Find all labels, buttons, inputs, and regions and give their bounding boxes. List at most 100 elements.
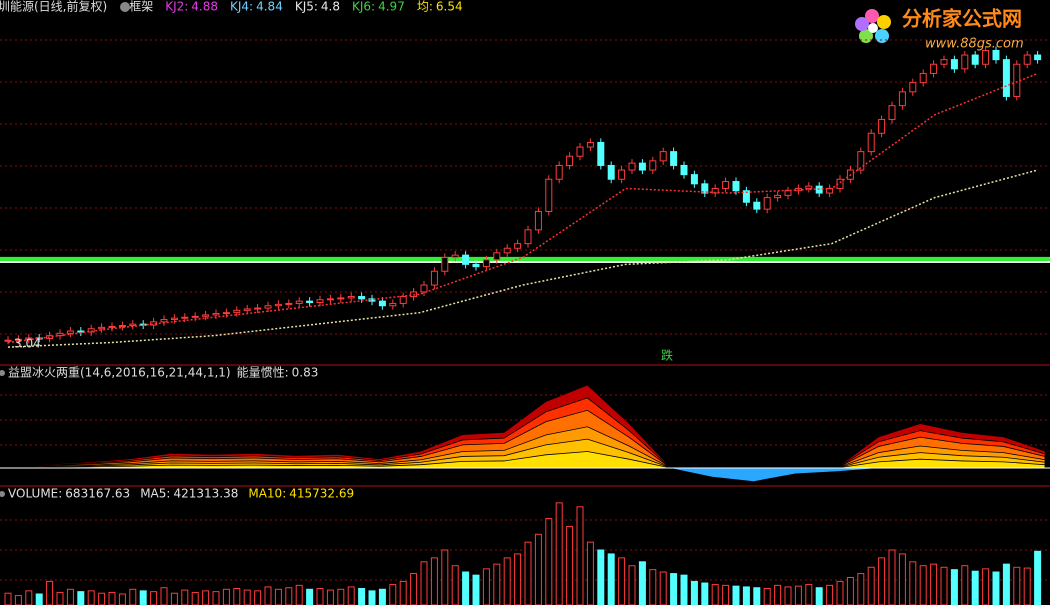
candle — [753, 201, 761, 210]
candle — [14, 338, 22, 341]
candle — [337, 297, 345, 300]
volume-bar — [285, 587, 293, 605]
volume-bar — [337, 588, 345, 605]
candle — [898, 91, 906, 107]
volume-bar — [87, 590, 95, 605]
candle — [940, 59, 948, 65]
volume-bar — [150, 591, 158, 605]
energy-area — [4, 409, 1046, 469]
indicator-icon — [0, 491, 5, 497]
candle — [950, 59, 958, 70]
candle — [878, 118, 886, 134]
logo-title: 分析家公式网 — [902, 7, 1022, 31]
volume-bar — [1034, 550, 1042, 605]
volume-bar — [618, 557, 626, 605]
item-value: 4.8 — [321, 0, 340, 14]
candle — [389, 302, 397, 307]
candle — [181, 316, 189, 319]
candle — [888, 105, 896, 120]
candle — [982, 49, 990, 65]
volume-bar — [815, 587, 823, 605]
candle — [566, 155, 574, 166]
candle — [274, 303, 282, 307]
logo-url: www.88gs.com — [925, 37, 1024, 52]
volume-bar — [992, 571, 1000, 605]
volume-bar — [108, 591, 116, 605]
volume-bar — [378, 588, 386, 605]
volume-bar — [430, 557, 438, 605]
candle — [680, 164, 688, 176]
candle — [992, 49, 1000, 61]
volume-bar — [524, 541, 532, 605]
energy-value: 0.83 — [292, 366, 319, 380]
candle — [503, 247, 511, 254]
candle — [784, 190, 792, 196]
candle — [441, 256, 449, 272]
indicator-name: 框架 — [129, 0, 153, 14]
volume-bar — [472, 574, 480, 605]
volume-bar — [888, 549, 896, 605]
candle — [961, 54, 969, 70]
volume-bar — [690, 580, 698, 605]
volume-bar — [628, 565, 636, 605]
candle — [971, 54, 979, 65]
volume-bar — [160, 587, 168, 605]
volume-bar — [961, 565, 969, 605]
volume-bar — [503, 557, 511, 605]
volume-bar — [35, 593, 43, 605]
volume-bar — [680, 574, 688, 605]
candle — [212, 313, 220, 316]
volume-value: 421313.38 — [173, 487, 238, 501]
volume-bar — [441, 549, 449, 605]
candle — [191, 315, 199, 318]
candle — [690, 174, 698, 185]
volume-bar — [763, 588, 771, 605]
candle — [170, 317, 178, 321]
candle — [742, 190, 750, 203]
volume-bar — [638, 561, 646, 605]
logo: 分析家公式网 www.88gs.com — [855, 7, 1024, 52]
volume-bar — [722, 584, 730, 605]
candle — [722, 181, 730, 189]
volume-bar — [56, 591, 64, 605]
candle — [347, 296, 355, 299]
volume-bar — [971, 570, 979, 605]
volume-bar — [399, 580, 407, 605]
volume-bar — [784, 586, 792, 605]
volume-bar — [25, 590, 33, 605]
stock-name: 深圳能源(日线,前复权) — [0, 0, 107, 14]
low-label: 3.04 — [14, 337, 41, 351]
volume-bar — [846, 577, 854, 605]
candle — [805, 185, 813, 189]
volume-bar — [805, 584, 813, 605]
candle — [909, 82, 917, 93]
candle — [514, 243, 522, 249]
volume-value: 683167.63 — [65, 487, 130, 501]
candle — [607, 164, 615, 180]
volume-bar — [940, 566, 948, 605]
volume-bar — [566, 525, 574, 605]
candle — [701, 183, 709, 194]
volume-bar — [233, 588, 241, 605]
candle — [919, 72, 927, 84]
volume-bar — [732, 585, 740, 605]
candle — [306, 300, 314, 304]
volume-bar — [1023, 567, 1031, 605]
candle — [576, 146, 584, 157]
energy-area — [4, 451, 1046, 469]
volume-bar — [857, 573, 865, 605]
candle — [285, 302, 293, 305]
volume-bar — [514, 553, 522, 605]
volume-bar — [77, 591, 85, 605]
item-value: 6.54 — [436, 0, 463, 14]
candle — [545, 178, 553, 212]
volume-bar — [493, 563, 501, 605]
energy-label: 能量惯性: — [237, 365, 289, 380]
candle — [358, 296, 366, 300]
energy-title: 益盟冰火两重(14,6,2016,16,21,44,1,1) — [8, 366, 231, 380]
candle — [243, 308, 251, 311]
candle — [638, 162, 646, 171]
energy-area — [4, 438, 1046, 469]
volume-bar — [295, 584, 303, 605]
candle — [555, 164, 563, 180]
